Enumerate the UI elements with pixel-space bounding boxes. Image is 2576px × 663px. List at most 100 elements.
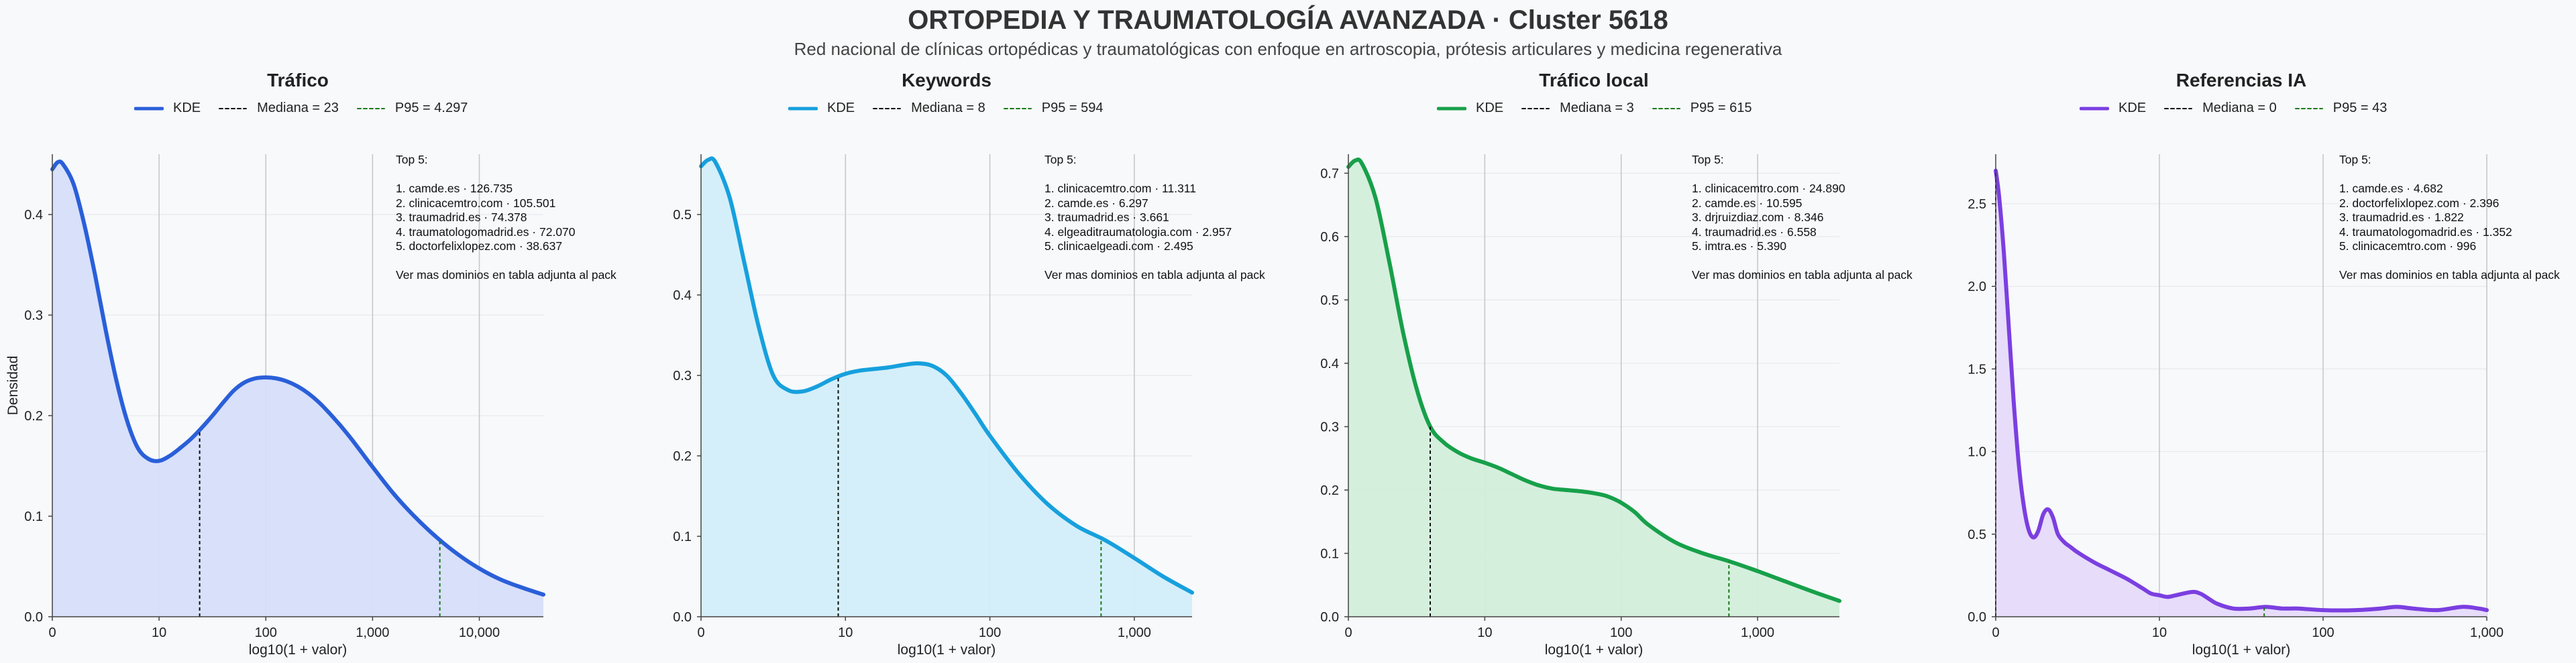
top5-item: 5. clinicaelgeadi.com · 2.495	[1044, 239, 1193, 253]
legend-kde-label: KDE	[173, 101, 201, 115]
y-tick-label: 0.0	[1968, 610, 1986, 625]
y-tick-label: 0.1	[1320, 546, 1339, 561]
y-tick-label: 0.5	[673, 208, 692, 223]
chart-panel: Tráfico local KDE Mediana = 3 P95 = 615 0.0 0…	[1295, 67, 1939, 663]
top5-header: Top 5:	[2339, 153, 2371, 166]
legend-p95-swatch	[356, 107, 385, 109]
top5-item: 2. doctorfelixlopez.com · 2.396	[2339, 196, 2500, 210]
x-tick-label: 100	[2312, 625, 2334, 640]
top5-header: Top 5:	[396, 153, 428, 166]
legend-p95: P95 = 4.297	[356, 101, 468, 116]
top5-item: 4. traumadrid.es · 6.558	[1692, 225, 1817, 239]
x-axis-label: log10(1 + valor)	[1545, 642, 1644, 658]
legend-kde-swatch	[2080, 107, 2109, 110]
kde-line	[50, 159, 545, 597]
chart-plot: 0.0 0.5 1.0 1.5 2.0 2.5 0 10 100 1,000 log10(1 + v…	[1968, 154, 2504, 658]
x-axis-label: log10(1 + valor)	[2192, 642, 2291, 658]
top5-item: 1. clinicacemtro.com · 11.311	[1044, 182, 1196, 195]
top5-item: 1. camde.es · 126.735	[396, 182, 513, 195]
page-subtitle: Red nacional de clínicas ortopédicas y t…	[794, 39, 1782, 59]
legend-median: Mediana = 23	[218, 101, 339, 116]
legend-p95: P95 = 43	[2294, 101, 2387, 116]
top5-header: Top 5:	[1044, 153, 1077, 166]
legend-p95: P95 = 594	[1003, 101, 1104, 116]
y-tick-label: 0.3	[24, 308, 43, 323]
y-tick-label: 0.0	[673, 610, 692, 625]
y-tick-label: 0.1	[24, 509, 43, 524]
x-tick-label: 1,000	[2470, 625, 2504, 640]
x-tick-label: 10,000	[459, 625, 500, 640]
top5-item: 3. drjruizdiaz.com · 8.346	[1692, 210, 1824, 224]
top5-footer: Ver mas dominios en tabla adjunta al pac…	[396, 268, 616, 282]
chart-panel: Keywords KDE Mediana = 8 P95 = 594 0.0 0.1 0.2…	[647, 67, 1291, 663]
legend-median-label: Mediana = 23	[257, 101, 339, 115]
page-header: ORTOPEDIA Y TRAUMATOLOGÍA AVANZADA · Clu…	[0, 0, 2576, 60]
y-tick-label: 0.0	[1320, 610, 1339, 625]
legend-median-label: Mediana = 3	[1560, 101, 1634, 115]
legend-p95-swatch	[1652, 107, 1680, 109]
y-tick-label: 0.2	[673, 449, 692, 464]
top5-item: 4. elgeaditraumatologia.com · 2.957	[1044, 225, 1232, 239]
y-tick-label: 0.4	[24, 208, 43, 223]
y-tick-label: 2.5	[1968, 197, 1986, 212]
x-tick-label: 1,000	[356, 625, 389, 640]
legend-median-label: Mediana = 0	[2202, 101, 2277, 115]
x-tick-label: 0	[1992, 625, 1999, 640]
kde-area	[1348, 159, 1839, 617]
legend-p95: P95 = 615	[1652, 101, 1752, 116]
y-tick-label: 0.7	[1320, 166, 1339, 181]
y-tick-label: 0.0	[24, 610, 43, 625]
top5-annotation: Top 5: 1. clinicacemtro.com · 24.890 2. ca…	[1692, 153, 1913, 283]
top5-item: 5. doctorfelixlopez.com · 38.637	[396, 239, 563, 253]
legend-kde-swatch	[134, 107, 164, 110]
x-tick-label: 0	[48, 625, 56, 640]
legend-median-swatch	[219, 107, 248, 109]
top5-item: 2. camde.es · 10.595	[1692, 196, 1803, 210]
y-tick-label: 0.2	[1320, 483, 1339, 498]
top5-header: Top 5:	[1692, 153, 1724, 166]
chart-title: Keywords	[902, 70, 991, 91]
kde-area	[701, 158, 1192, 617]
legend-median: Mediana = 3	[1521, 101, 1634, 116]
y-tick-label: 0.4	[673, 288, 692, 303]
y-tick-label: 2.0	[1968, 280, 1986, 294]
x-tick-label: 100	[1610, 625, 1632, 640]
top5-annotation: Top 5: 1. clinicacemtro.com · 11.311 2. ca…	[1044, 153, 1265, 283]
y-tick-label: 0.4	[1320, 357, 1339, 371]
x-tick-label: 100	[255, 625, 277, 640]
x-tick-label: 0	[697, 625, 704, 640]
top5-item: 2. camde.es · 6.297	[1044, 196, 1148, 210]
y-tick-label: 0.1	[673, 530, 692, 544]
chart-title: Referencias IA	[2176, 70, 2307, 91]
y-tick-label: 0.6	[1320, 230, 1339, 245]
y-tick-label: 0.5	[1968, 528, 1986, 542]
chart-plot: 0.0 0.1 0.2 0.3 0.4 0.5 0.6 0.7 0 10 100 1,000 log10…	[1320, 154, 1841, 658]
kde-line	[1994, 168, 2489, 613]
top5-item: 5. imtra.es · 5.390	[1692, 239, 1787, 253]
top5-item: 4. traumatologomadrid.es · 72.070	[396, 225, 576, 239]
y-tick-label: 0.3	[1320, 420, 1339, 434]
chart-panel: Tráfico KDE Mediana = 23 P95 = 4.297 0.0 0.1 0…	[0, 67, 644, 663]
top5-footer: Ver mas dominios en tabla adjunta al pac…	[1044, 268, 1265, 282]
legend-kde-label: KDE	[2118, 101, 2147, 115]
x-tick-label: 10	[838, 625, 853, 640]
top5-item: 1. camde.es · 4.682	[2339, 182, 2443, 195]
x-tick-label: 10	[2152, 625, 2167, 640]
legend-p95-label: P95 = 615	[1690, 101, 1752, 115]
x-tick-label: 10	[1477, 625, 1492, 640]
legend-p95-label: P95 = 594	[1041, 101, 1104, 115]
chart-panel: Referencias IA KDE Mediana = 0 P95 = 43 0.0 0…	[1942, 67, 2576, 663]
legend-kde-label: KDE	[1476, 101, 1504, 115]
legend-median-swatch	[2164, 107, 2193, 109]
legend-median-label: Mediana = 8	[911, 101, 985, 115]
chart-legend: KDE Mediana = 23 P95 = 4.297	[134, 101, 485, 116]
legend-p95-swatch	[2294, 107, 2323, 109]
legend-kde: KDE	[788, 101, 855, 116]
y-tick-label: 0.3	[673, 369, 692, 383]
kde-area	[52, 161, 543, 617]
x-axis-label: log10(1 + valor)	[898, 642, 996, 658]
legend-kde-label: KDE	[827, 101, 855, 115]
x-tick-label: 1,000	[1741, 625, 1774, 640]
top5-item: 4. traumatologomadrid.es · 1.352	[2339, 225, 2512, 239]
chart-title: Tráfico	[267, 70, 329, 91]
